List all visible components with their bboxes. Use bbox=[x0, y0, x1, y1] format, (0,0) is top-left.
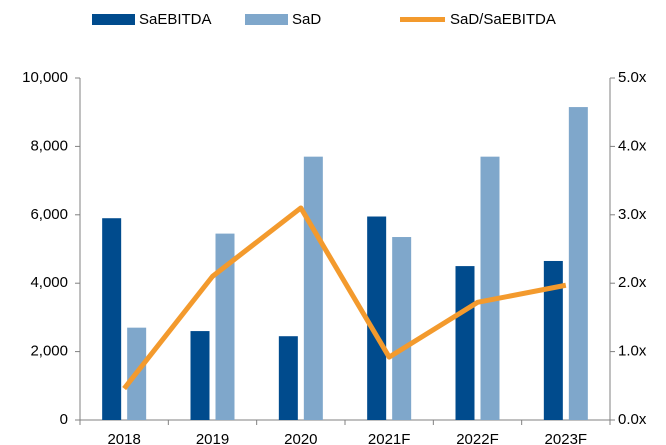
bar bbox=[215, 233, 235, 420]
legend-label: SaEBITDA bbox=[139, 11, 212, 28]
bar bbox=[367, 216, 387, 420]
bar bbox=[568, 107, 588, 420]
y2-tick-label: 0.0x bbox=[618, 411, 647, 428]
y-tick-label: 8,000 bbox=[30, 137, 68, 154]
bar bbox=[392, 237, 412, 420]
y2-tick-label: 2.0x bbox=[618, 274, 647, 291]
x-tick-label: 2018 bbox=[107, 431, 140, 445]
x-tick-label: 2022F bbox=[456, 431, 499, 445]
bar bbox=[102, 218, 122, 420]
bar bbox=[190, 331, 210, 420]
bar bbox=[278, 336, 298, 420]
y2-tick-label: 1.0x bbox=[618, 343, 647, 360]
bar bbox=[480, 156, 500, 420]
y2-tick-label: 4.0x bbox=[618, 137, 647, 154]
y-tick-label: 6,000 bbox=[30, 206, 68, 223]
y-tick-label: 2,000 bbox=[30, 343, 68, 360]
y-tick-label: 0 bbox=[60, 411, 68, 428]
bar bbox=[303, 156, 323, 420]
x-tick-label: 2023F bbox=[545, 431, 588, 445]
bar bbox=[455, 266, 475, 420]
x-tick-label: 2020 bbox=[284, 431, 317, 445]
y2-tick-label: 3.0x bbox=[618, 206, 647, 223]
x-tick-label: 2021F bbox=[368, 431, 411, 445]
y2-tick-label: 5.0x bbox=[618, 69, 647, 86]
legend-label: SaD bbox=[292, 11, 321, 28]
bar bbox=[543, 260, 563, 420]
y-tick-label: 10,000 bbox=[22, 69, 68, 86]
legend-swatch bbox=[245, 14, 288, 25]
legend-swatch bbox=[92, 14, 135, 25]
line bbox=[122, 205, 567, 391]
y-tick-label: 4,000 bbox=[30, 274, 68, 291]
x-tick-label: 2019 bbox=[196, 431, 229, 445]
legend-label: SaD/SaEBITDA bbox=[450, 11, 556, 28]
